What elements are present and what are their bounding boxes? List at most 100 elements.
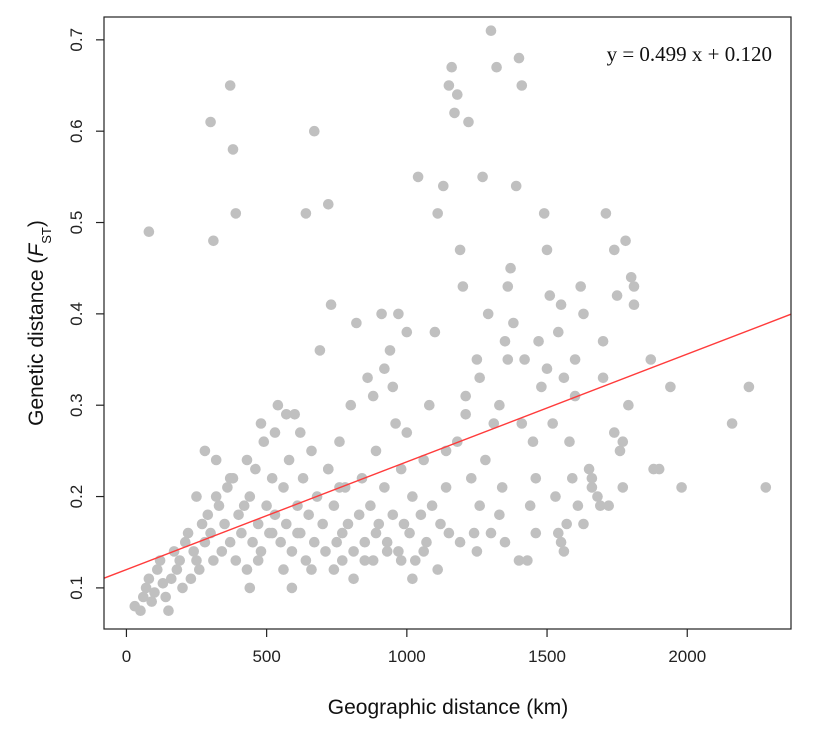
data-point	[496, 482, 508, 493]
data-point	[516, 418, 528, 429]
data-point	[320, 546, 331, 557]
data-point	[561, 518, 572, 530]
data-point	[300, 555, 312, 566]
data-point	[247, 536, 258, 548]
data-point	[468, 527, 480, 539]
data-point	[208, 235, 219, 247]
data-point	[477, 171, 488, 183]
data-point	[275, 536, 287, 548]
data-point	[252, 555, 264, 566]
data-point	[266, 473, 278, 484]
data-point	[337, 555, 348, 566]
data-point	[261, 500, 272, 512]
data-point	[224, 80, 236, 91]
data-point	[510, 180, 522, 192]
data-point	[429, 326, 441, 338]
data-point	[438, 180, 449, 192]
data-point	[241, 454, 253, 466]
data-point	[426, 500, 438, 512]
y-axis-title: Genetic distance (FST)	[25, 220, 54, 426]
data-point	[292, 527, 303, 539]
data-point	[328, 500, 340, 512]
data-point	[337, 527, 348, 539]
data-point	[499, 536, 511, 548]
data-point	[457, 281, 469, 292]
data-point	[224, 473, 236, 484]
data-point	[443, 80, 455, 91]
data-point	[227, 144, 239, 155]
data-point	[348, 573, 359, 585]
data-point	[488, 418, 500, 429]
data-point	[348, 546, 359, 557]
data-point	[219, 518, 230, 530]
data-point	[550, 491, 561, 502]
data-point	[210, 454, 222, 466]
data-point	[199, 536, 211, 548]
data-point	[216, 546, 228, 557]
y-axis: 0.1 0.2 0.3 0.4 0.5 0.6 0.7	[67, 28, 104, 600]
data-point	[609, 244, 620, 256]
x-tick-label: 0	[122, 647, 131, 666]
data-point	[177, 582, 188, 594]
x-axis: 0 500 1000 1500 2000	[122, 629, 706, 666]
data-point	[401, 427, 413, 438]
y-tick-label: 0.7	[67, 28, 86, 52]
data-point	[138, 591, 149, 603]
data-point	[583, 463, 595, 475]
data-point	[379, 482, 390, 493]
data-point	[345, 399, 357, 411]
data-point	[306, 564, 317, 575]
data-point	[381, 546, 393, 557]
data-point	[230, 555, 242, 566]
data-point	[625, 272, 637, 283]
data-point	[188, 546, 199, 557]
data-point	[564, 436, 575, 448]
data-point	[567, 473, 578, 484]
data-point	[516, 80, 528, 91]
data-point	[611, 290, 623, 301]
plot-frame	[103, 16, 792, 630]
data-point	[653, 463, 665, 475]
data-point	[171, 564, 183, 575]
data-point	[522, 555, 533, 566]
y-tick-label: 0.6	[67, 119, 86, 143]
data-point	[555, 536, 567, 548]
data-point	[623, 399, 634, 411]
data-point	[418, 454, 430, 466]
data-point	[278, 482, 289, 493]
data-point	[387, 381, 399, 393]
data-point	[334, 436, 345, 448]
data-point	[222, 482, 233, 493]
data-point	[143, 226, 155, 237]
data-point	[230, 208, 242, 219]
data-point	[381, 536, 393, 548]
data-point	[359, 536, 371, 548]
data-point	[454, 244, 466, 256]
data-point	[160, 591, 171, 603]
data-point	[572, 500, 584, 512]
data-point	[519, 354, 530, 365]
data-point	[252, 518, 264, 530]
regression-equation: y = 0.499 x + 0.120	[607, 42, 772, 66]
data-point	[558, 372, 570, 384]
y-axis-title-prefix: Genetic distance (	[25, 257, 48, 426]
data-point	[353, 509, 365, 521]
data-point	[460, 390, 472, 402]
data-point	[553, 326, 564, 338]
data-point	[323, 199, 334, 210]
data-point	[208, 555, 219, 566]
data-point	[149, 587, 160, 598]
data-point	[224, 536, 236, 548]
data-point	[202, 509, 214, 521]
data-point	[281, 409, 292, 420]
data-point	[555, 299, 567, 311]
data-point	[449, 107, 460, 119]
data-point	[435, 518, 446, 530]
data-point	[213, 500, 225, 512]
data-point	[300, 208, 312, 219]
data-point	[241, 564, 253, 575]
data-point	[407, 573, 418, 585]
y-axis-title-symbol: F	[25, 243, 48, 257]
data-point	[482, 308, 494, 320]
data-point	[617, 482, 629, 493]
